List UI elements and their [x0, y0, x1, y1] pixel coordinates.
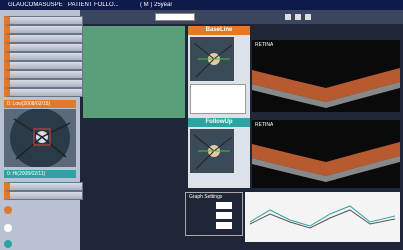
- app-title: GLAUCOMASUSPE: [8, 2, 63, 8]
- sidebar: 0: Low(2008/02/15) 0: Hi(2008/02/11): [0, 10, 80, 250]
- page-field[interactable]: [155, 13, 195, 21]
- app-window: GLAUCOMASUSPE PATIENT FOLLO... ( M ) 25y…: [0, 0, 403, 250]
- option-icon[interactable]: [4, 206, 12, 214]
- option-icon[interactable]: [4, 224, 12, 232]
- menu-button[interactable]: [4, 34, 83, 43]
- panel-title: BaseLine: [188, 26, 250, 35]
- baseline-panel: BaseLine: [188, 26, 250, 118]
- thickness-graph: [245, 192, 400, 242]
- menu-button[interactable]: [4, 25, 83, 34]
- fundus-image: [190, 129, 234, 173]
- menu-button[interactable]: [4, 16, 83, 25]
- map-panel: [83, 26, 185, 118]
- tool-button[interactable]: [305, 14, 311, 20]
- fundus-image: [4, 109, 76, 167]
- menu-button[interactable]: [4, 61, 83, 70]
- input-field[interactable]: [216, 222, 232, 229]
- graph-settings: Graph Settings: [185, 192, 243, 236]
- tool-button[interactable]: [295, 14, 301, 20]
- oct-scan: RETINA: [252, 40, 400, 112]
- date-label: 0: Hi(2008/02/11): [4, 170, 76, 178]
- date-label: 0: Low(2008/02/15): [4, 100, 76, 108]
- info-table: [190, 84, 246, 114]
- oct-scan: RETINA: [252, 120, 400, 188]
- toolbar: [80, 10, 403, 24]
- tool-button[interactable]: [285, 14, 291, 20]
- title-bar: GLAUCOMASUSPE PATIENT FOLLO... ( M ) 25y…: [0, 0, 403, 10]
- menu-button[interactable]: [4, 191, 83, 200]
- menu-button[interactable]: [4, 52, 83, 61]
- option-icon[interactable]: [4, 240, 12, 248]
- menu-button[interactable]: [4, 43, 83, 52]
- menu-button[interactable]: [4, 79, 83, 88]
- patient-name: PATIENT FOLLO...: [68, 2, 119, 8]
- menu-button[interactable]: [4, 70, 83, 79]
- followup-panel: FollowUp: [188, 118, 250, 188]
- input-field[interactable]: [216, 202, 232, 209]
- menu-button[interactable]: [4, 182, 83, 191]
- menu-button[interactable]: [4, 88, 83, 97]
- panel-title: FollowUp: [188, 118, 250, 127]
- input-field[interactable]: [216, 212, 232, 219]
- settings-title: Graph Settings: [189, 194, 222, 200]
- patient-info: ( M ) 25year: [140, 2, 172, 8]
- fundus-image: [190, 37, 234, 81]
